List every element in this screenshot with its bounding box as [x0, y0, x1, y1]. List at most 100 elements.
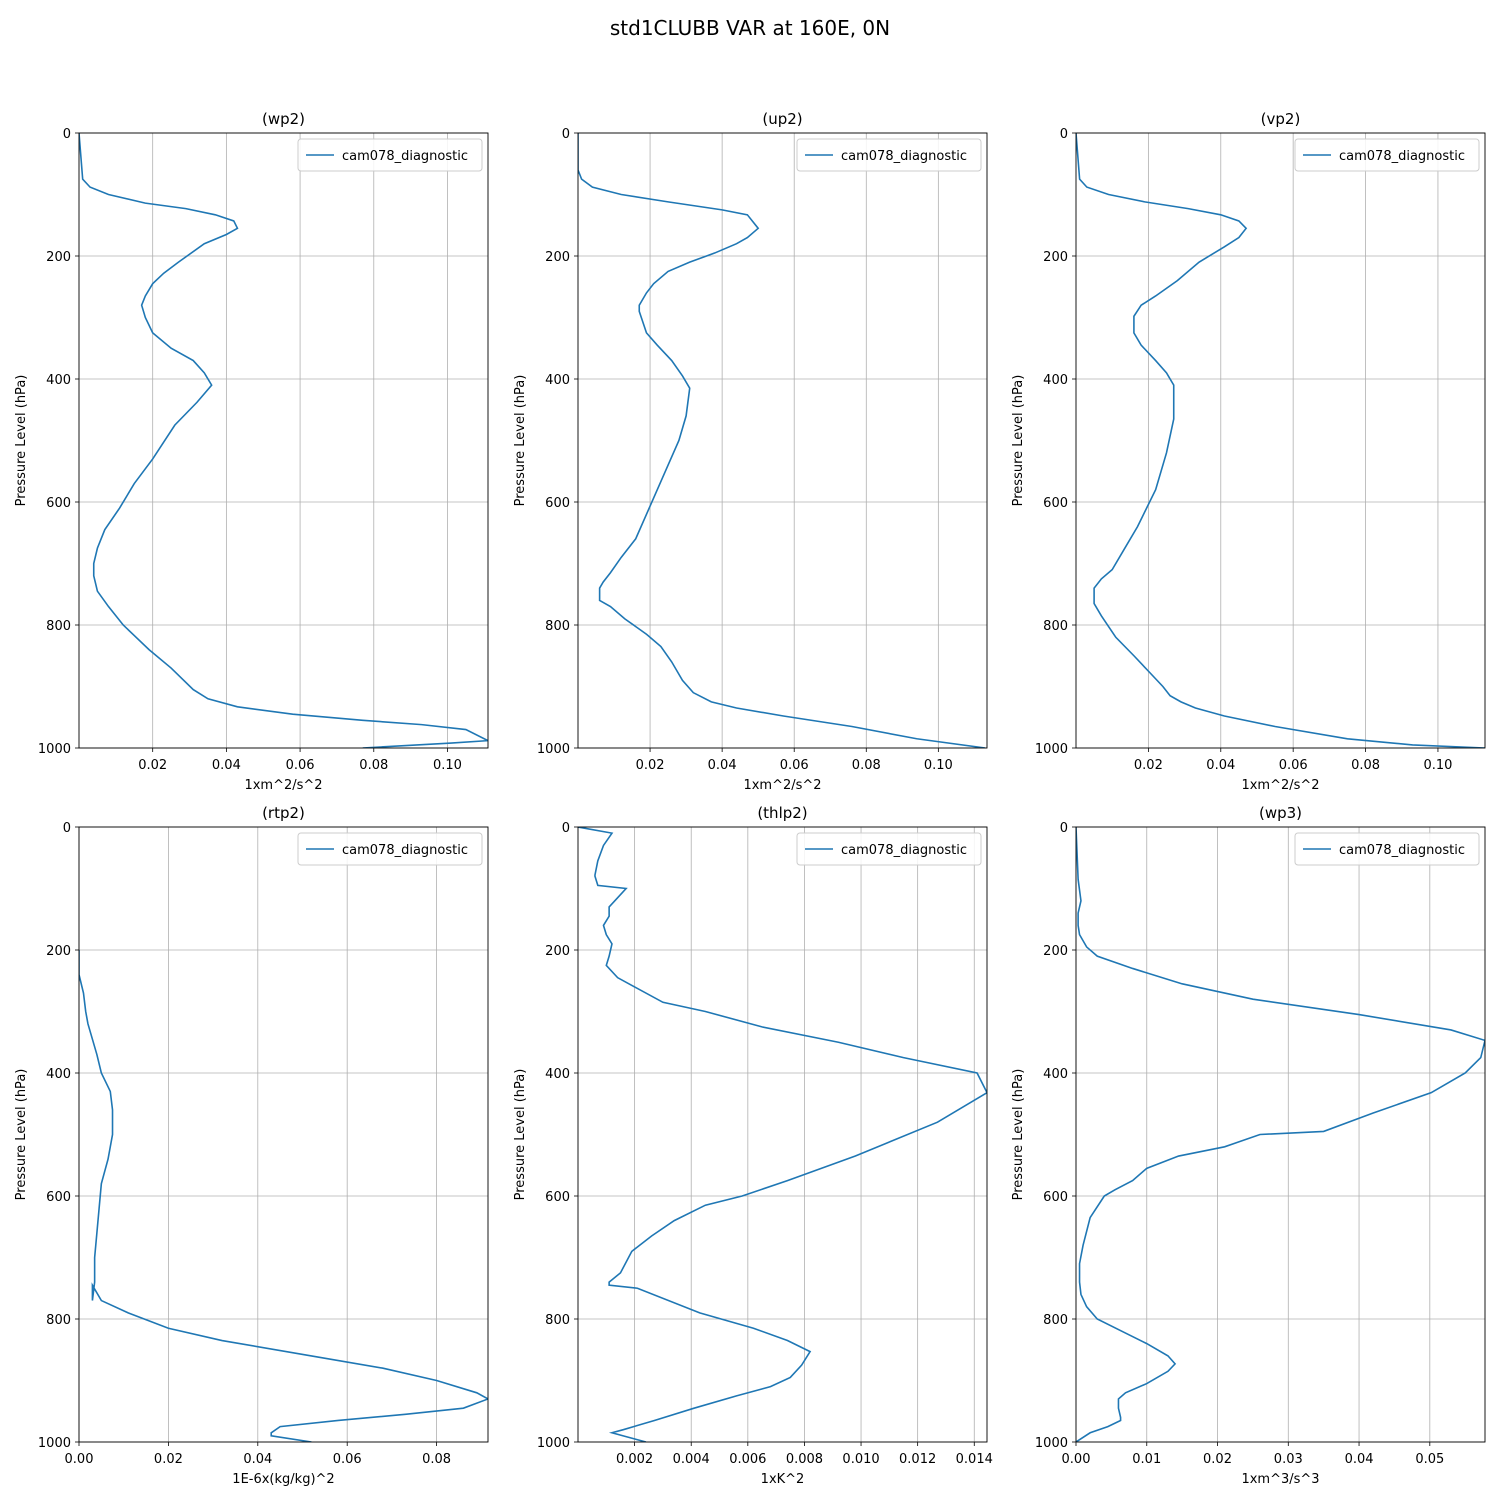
subplot-title: (wp2)	[262, 110, 305, 128]
x-tick-label: 0.02	[138, 758, 167, 773]
x-tick-label: 0.010	[842, 1452, 879, 1467]
subplot-wp2: 0.02 0.04 0.06 0.08 0.10 0 200 400 600 800 1000 (wp…	[14, 110, 489, 793]
y-tick-label: 0	[63, 127, 71, 142]
series-line	[578, 827, 987, 1442]
y-tick-label: 200	[545, 944, 570, 959]
y-tick-label: 400	[545, 1067, 570, 1082]
subplot-rtp2: 0.00 0.02 0.04 0.06 0.08 0 200 400 600 800 1000 (rt…	[14, 804, 489, 1487]
legend-box	[297, 832, 483, 866]
x-tick-label: 0.10	[433, 758, 462, 773]
y-axis-label: Pressure Level (hPa)	[1011, 1069, 1026, 1201]
y-tick-label: 600	[46, 1190, 71, 1205]
y-tick-label: 600	[1043, 496, 1068, 511]
x-tick-label: 0.08	[1351, 758, 1380, 773]
x-tick-label: 0.08	[422, 1452, 451, 1467]
subplot-title: (wp3)	[1259, 804, 1302, 822]
x-tick-label: 0.002	[616, 1452, 653, 1467]
legend-label: cam078_diagnostic	[841, 149, 967, 164]
x-tick-label: 0.06	[1279, 758, 1308, 773]
subplot-wp3: 0.00 0.01 0.02 0.03 0.04 0.05 0 200 400 600 800 100…	[1011, 804, 1486, 1487]
axes-frame	[1075, 132, 1486, 749]
legend-box	[297, 138, 483, 172]
subplot-vp2: 0.02 0.04 0.06 0.08 0.10 0 200 400 600 800 1000 (vp…	[1011, 110, 1486, 793]
y-tick-label: 1000	[537, 742, 570, 757]
y-tick-label: 800	[545, 1313, 570, 1328]
legend-label: cam078_diagnostic	[342, 843, 468, 858]
axes-frame	[577, 132, 988, 749]
y-tick-label: 1000	[1035, 1436, 1068, 1451]
y-tick-label: 200	[46, 944, 71, 959]
y-tick-label: 600	[545, 1190, 570, 1205]
x-axis-label: 1xm^2/s^2	[1241, 778, 1319, 793]
y-tick-label: 600	[46, 496, 71, 511]
legend-label: cam078_diagnostic	[1339, 843, 1465, 858]
x-tick-label: 0.04	[1345, 1452, 1374, 1467]
x-tick-label: 0.08	[852, 758, 881, 773]
legend-box	[796, 832, 982, 866]
legend-box	[796, 138, 982, 172]
figure-title: std1CLUBB VAR at 160E, 0N	[609, 16, 891, 40]
legend-box	[1294, 138, 1480, 172]
y-tick-label: 600	[545, 496, 570, 511]
x-tick-label: 0.04	[212, 758, 241, 773]
legend-label: cam078_diagnostic	[841, 843, 967, 858]
y-tick-label: 0	[63, 821, 71, 836]
axes-frame	[577, 826, 988, 1443]
x-tick-label: 0.06	[780, 758, 809, 773]
series-line	[1076, 827, 1485, 1442]
y-tick-label: 1000	[537, 1436, 570, 1451]
subplot-up2: 0.02 0.04 0.06 0.08 0.10 0 200 400 600 800 1000 (up…	[513, 110, 988, 793]
y-tick-label: 0	[1060, 127, 1068, 142]
y-tick-label: 0	[1060, 821, 1068, 836]
x-tick-label: 0.006	[729, 1452, 766, 1467]
y-tick-label: 1000	[38, 1436, 71, 1451]
x-tick-label: 0.05	[1415, 1452, 1444, 1467]
x-axis-label: 1xm^2/s^2	[743, 778, 821, 793]
x-tick-label: 0.02	[1203, 1452, 1232, 1467]
legend-label: cam078_diagnostic	[342, 149, 468, 164]
x-tick-label: 0.02	[154, 1452, 183, 1467]
x-axis-label: 1xK^2	[761, 1472, 805, 1487]
x-tick-label: 0.00	[1062, 1452, 1091, 1467]
y-tick-label: 800	[46, 619, 71, 634]
y-tick-label: 400	[46, 1067, 71, 1082]
x-axis-label: 1xm^2/s^2	[244, 778, 322, 793]
x-tick-label: 0.06	[286, 758, 315, 773]
y-tick-label: 0	[562, 821, 570, 836]
y-tick-label: 800	[1043, 619, 1068, 634]
series-line	[1076, 133, 1485, 748]
x-tick-label: 0.02	[636, 758, 665, 773]
x-tick-label: 0.02	[1134, 758, 1163, 773]
x-tick-label: 0.04	[708, 758, 737, 773]
x-tick-label: 0.03	[1274, 1452, 1303, 1467]
x-tick-label: 0.04	[243, 1452, 272, 1467]
y-tick-label: 800	[1043, 1313, 1068, 1328]
series-line	[79, 133, 488, 748]
legend-box	[1294, 832, 1480, 866]
y-tick-label: 800	[545, 619, 570, 634]
y-tick-label: 600	[1043, 1190, 1068, 1205]
x-tick-label: 0.004	[673, 1452, 710, 1467]
y-axis-label: Pressure Level (hPa)	[513, 1069, 528, 1201]
y-tick-label: 200	[46, 250, 71, 265]
x-tick-label: 0.014	[956, 1452, 993, 1467]
series-line	[578, 133, 986, 748]
y-tick-label: 1000	[38, 742, 71, 757]
y-tick-label: 400	[1043, 373, 1068, 388]
x-tick-label: 0.06	[333, 1452, 362, 1467]
legend-label: cam078_diagnostic	[1339, 149, 1465, 164]
y-tick-label: 400	[1043, 1067, 1068, 1082]
y-tick-label: 800	[46, 1313, 71, 1328]
x-tick-label: 0.08	[359, 758, 388, 773]
axes-frame	[1075, 826, 1486, 1443]
axes-frame	[78, 826, 489, 1443]
y-tick-label: 1000	[1035, 742, 1068, 757]
y-axis-label: Pressure Level (hPa)	[14, 375, 29, 507]
x-tick-label: 0.04	[1206, 758, 1235, 773]
x-tick-label: 0.008	[786, 1452, 823, 1467]
x-axis-label: 1xm^3/s^3	[1241, 1472, 1319, 1487]
y-tick-label: 200	[1043, 944, 1068, 959]
y-tick-label: 400	[46, 373, 71, 388]
x-tick-label: 0.01	[1132, 1452, 1161, 1467]
